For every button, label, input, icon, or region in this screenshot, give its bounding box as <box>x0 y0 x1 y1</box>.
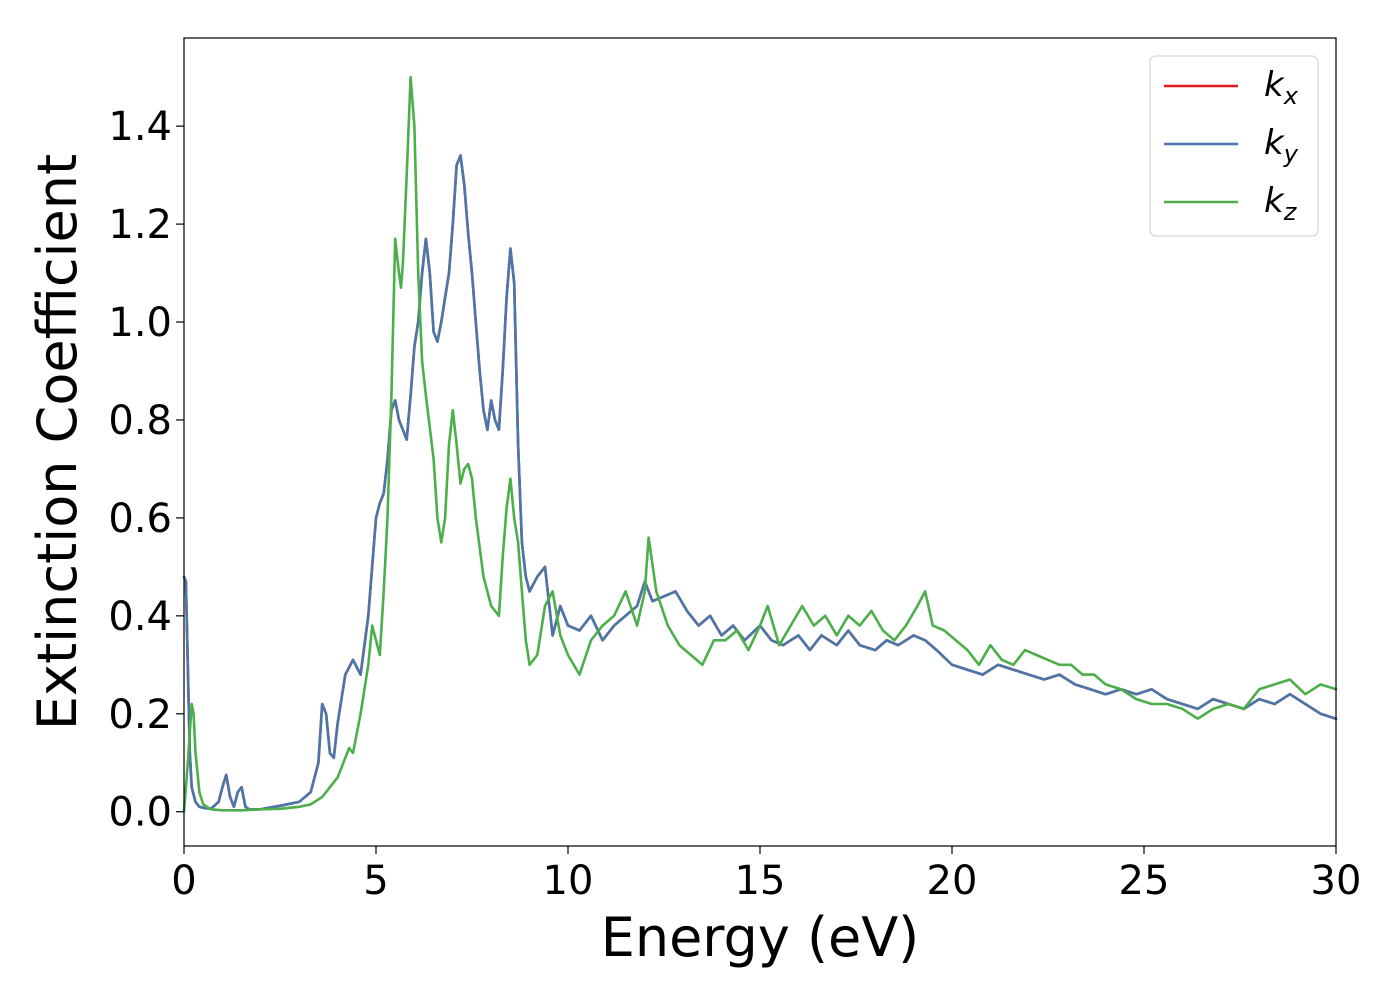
legend-label-y: ky <box>1264 123 1299 168</box>
x-tick-label: 30 <box>1311 858 1362 904</box>
y-tick-label: 0.0 <box>108 790 172 836</box>
y-tick-label: 0.2 <box>108 692 172 738</box>
series-line-z <box>182 75 1338 814</box>
y-axis: 0.0 0.2 0.4 0.6 0.8 1.0 1.2 1.4 <box>108 104 184 836</box>
y-tick-label: 0.8 <box>108 398 172 444</box>
y-tick-label: 1.4 <box>108 104 172 150</box>
y-tick-label: 0.6 <box>108 496 172 542</box>
x-tick-label: 20 <box>927 858 978 904</box>
x-tick-label: 25 <box>1119 858 1170 904</box>
series-layer <box>182 75 1338 814</box>
plot-background <box>184 38 1336 846</box>
y-tick-label: 1.2 <box>108 202 172 248</box>
legend-box <box>1149 55 1319 237</box>
legend: kx ky kz <box>1149 55 1319 237</box>
y-tick-label: 0.4 <box>108 594 172 640</box>
x-tick-label: 5 <box>363 858 388 904</box>
y-axis-label: Extinction Coefficient <box>26 154 89 730</box>
y-tick-label: 1.0 <box>108 300 172 346</box>
x-axis-label: Energy (eV) <box>601 906 920 969</box>
legend-label-z: kz <box>1264 181 1298 226</box>
x-axis: 0 5 10 15 20 25 30 <box>171 846 1361 904</box>
legend-label-x: kx <box>1264 65 1299 110</box>
series-line-y <box>182 154 1338 811</box>
x-tick-label: 0 <box>171 858 196 904</box>
x-tick-label: 15 <box>735 858 786 904</box>
x-tick-label: 10 <box>543 858 594 904</box>
